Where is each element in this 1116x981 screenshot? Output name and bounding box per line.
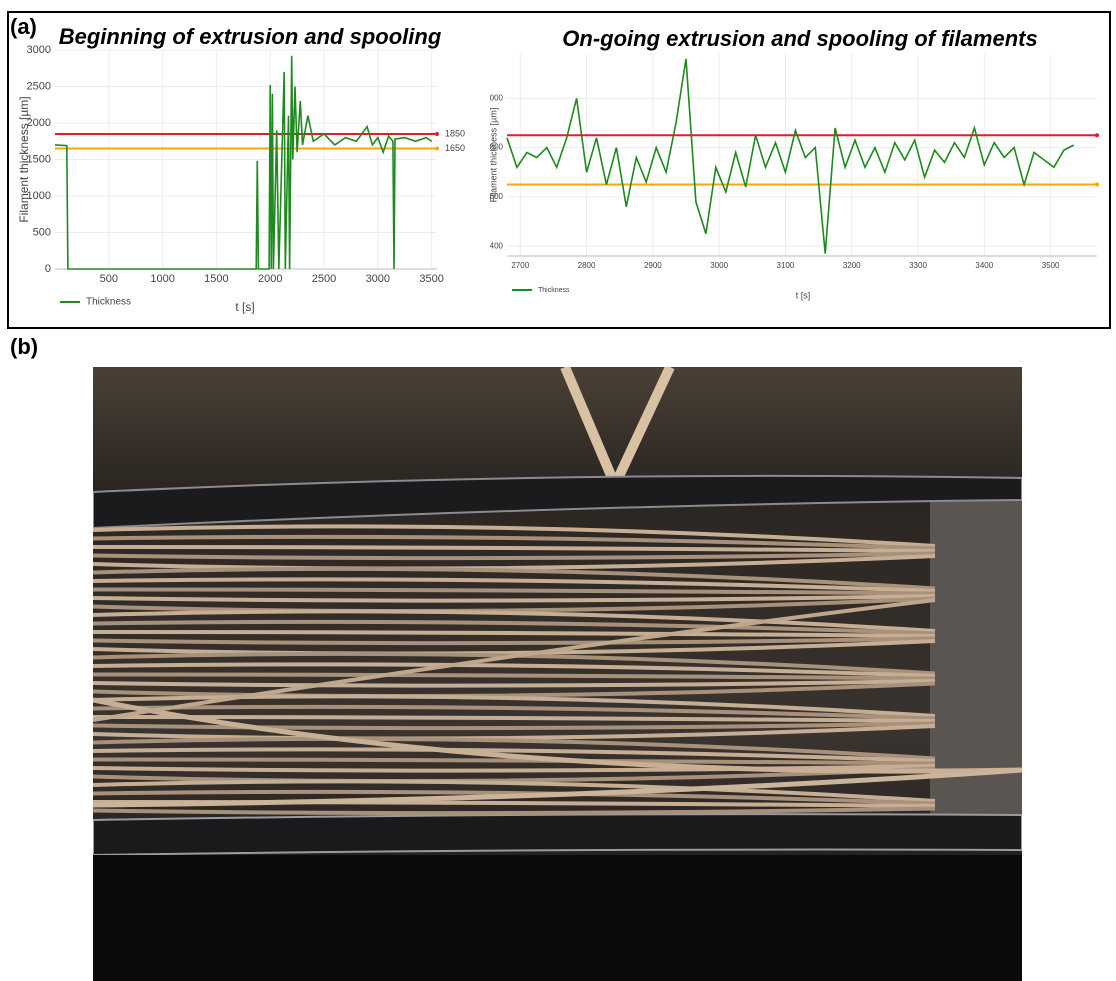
legend-label: Thickness bbox=[538, 287, 570, 294]
chart-title: Beginning of extrusion and spooling bbox=[59, 24, 442, 49]
reference-end bbox=[435, 147, 439, 151]
x-tick-label: 3000 bbox=[710, 261, 728, 270]
x-tick-label: 3100 bbox=[777, 261, 795, 270]
x-tick-label: 2000 bbox=[258, 273, 282, 285]
x-tick-label: 1500 bbox=[204, 273, 228, 285]
x-tick-label: 500 bbox=[100, 273, 118, 285]
x-tick-label: 2900 bbox=[644, 261, 662, 270]
x-tick-label: 3000 bbox=[366, 273, 390, 285]
x-tick-label: 3200 bbox=[843, 261, 861, 270]
data-line bbox=[507, 59, 1074, 254]
y-axis-label: Filament thickness [µm] bbox=[17, 96, 31, 222]
y-tick-label: 500 bbox=[33, 226, 51, 238]
figure: (a) (b) Beginning of extrusion and spool… bbox=[0, 0, 1116, 981]
spool-flange bbox=[93, 814, 1022, 855]
chart: Beginning of extrusion and spooling 0 500 1… bbox=[17, 24, 465, 314]
y-tick-label: 2000 bbox=[485, 93, 503, 102]
chart-title: On-going extrusion and spooling of filam… bbox=[562, 26, 1037, 51]
x-axis-label: t [s] bbox=[235, 300, 254, 314]
reference-label: 1850 bbox=[445, 128, 465, 138]
reference-end bbox=[435, 132, 439, 136]
panel-label: (b) bbox=[10, 334, 38, 359]
y-tick-label: 2500 bbox=[27, 80, 51, 92]
x-tick-label: 3500 bbox=[1042, 261, 1060, 270]
x-tick-label: 3300 bbox=[909, 261, 927, 270]
x-tick-label: 2500 bbox=[312, 273, 336, 285]
x-tick-label: 3500 bbox=[419, 273, 443, 285]
x-tick-label: 2800 bbox=[578, 261, 596, 270]
x-tick-label: 1000 bbox=[150, 273, 174, 285]
data-line bbox=[55, 56, 432, 269]
y-tick-label: 3000 bbox=[27, 44, 51, 56]
reference-end bbox=[1095, 183, 1099, 187]
reference-label: 1650 bbox=[445, 143, 465, 153]
chart: On-going extrusion and spooling of filam… bbox=[485, 26, 1116, 301]
x-axis-label: t [s] bbox=[796, 290, 811, 300]
legend-label: Thickness bbox=[86, 297, 131, 308]
photo-floor bbox=[93, 855, 1022, 981]
x-tick-label: 3400 bbox=[975, 261, 993, 270]
x-tick-label: 2700 bbox=[511, 261, 529, 270]
page: (a) (b) Beginning of extrusion and spool… bbox=[0, 0, 1116, 981]
photo bbox=[93, 367, 1022, 981]
y-tick-label: 1400 bbox=[485, 241, 503, 250]
panel-label: (a) bbox=[10, 14, 37, 39]
y-axis-label: Filament thickness [µm] bbox=[488, 108, 498, 203]
y-tick-label: 0 bbox=[45, 263, 51, 275]
reference-end bbox=[1095, 133, 1099, 137]
